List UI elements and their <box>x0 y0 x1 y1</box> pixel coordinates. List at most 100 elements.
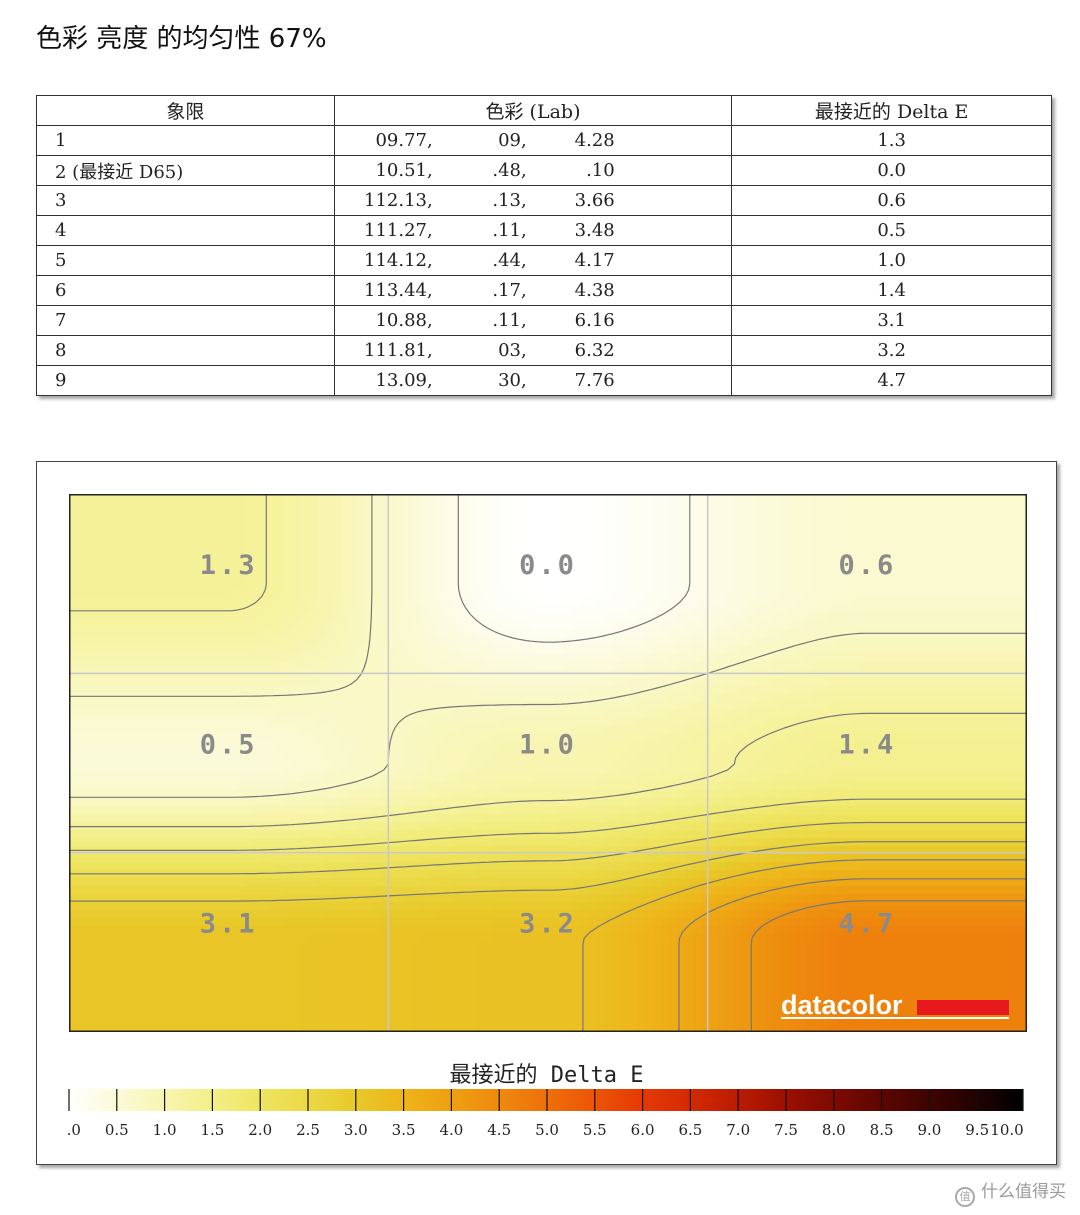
heatmap-pixel <box>621 662 630 671</box>
heatmap-pixel <box>477 510 486 519</box>
heatmap-pixel <box>781 750 790 759</box>
heatmap-pixel <box>957 718 966 727</box>
heatmap-pixel <box>197 758 206 767</box>
heatmap-pixel <box>349 710 358 719</box>
heatmap-pixel <box>341 662 350 671</box>
heatmap-pixel <box>565 566 574 575</box>
heatmap-pixel <box>1013 630 1022 639</box>
heatmap-pixel <box>581 582 590 591</box>
heatmap-pixel <box>469 630 478 639</box>
heatmap-pixel <box>285 542 294 551</box>
heatmap-pixel <box>909 662 918 671</box>
heatmap-pixel <box>565 710 574 719</box>
heatmap-pixel <box>125 750 134 759</box>
heatmap-pixel <box>749 758 758 767</box>
heatmap-pixel <box>741 606 750 615</box>
heatmap-pixel <box>845 526 854 535</box>
heatmap-pixel <box>549 582 558 591</box>
heatmap-pixel <box>573 758 582 767</box>
heatmap-pixel <box>653 790 662 799</box>
heatmap-pixel <box>741 662 750 671</box>
heatmap-pixel <box>789 742 798 751</box>
heatmap-pixel <box>117 702 126 711</box>
heatmap-pixel <box>821 710 830 719</box>
heatmap-pixel <box>205 534 214 543</box>
heatmap-pixel <box>373 598 382 607</box>
heatmap-pixel <box>717 510 726 519</box>
heatmap-pixel <box>189 590 198 599</box>
heatmap-pixel <box>317 662 326 671</box>
heatmap-pixel <box>221 750 230 759</box>
heatmap-pixel <box>733 654 742 663</box>
heatmap-pixel <box>629 542 638 551</box>
heatmap-pixel <box>965 782 974 791</box>
heatmap-pixel <box>573 734 582 743</box>
heatmap-pixel <box>205 662 214 671</box>
heatmap-pixel <box>341 782 350 791</box>
heatmap-pixel <box>1021 550 1027 559</box>
heatmap-pixel <box>613 718 622 727</box>
heatmap-pixel <box>765 494 774 503</box>
heatmap-pixel <box>109 622 118 631</box>
heatmap-pixel <box>429 558 438 567</box>
heatmap-pixel <box>405 606 414 615</box>
heatmap-pixel <box>933 782 942 791</box>
heatmap-pixel <box>533 814 542 823</box>
heatmap-pixel <box>181 614 190 623</box>
heatmap-pixel <box>77 798 86 807</box>
heatmap-pixel <box>613 806 622 815</box>
heatmap-pixel <box>261 750 270 759</box>
heatmap-pixel <box>997 662 1006 671</box>
heatmap-pixel <box>957 614 966 623</box>
heatmap-pixel <box>469 574 478 583</box>
heatmap-pixel <box>541 614 550 623</box>
heatmap-pixel <box>269 550 278 559</box>
heatmap-pixel <box>653 630 662 639</box>
heatmap-pixel <box>141 526 150 535</box>
heatmap-pixel <box>877 742 886 751</box>
heatmap-pixel <box>269 806 278 815</box>
heatmap-pixel <box>245 734 254 743</box>
heatmap-pixel <box>229 518 238 527</box>
heatmap-pixel <box>181 654 190 663</box>
heatmap-pixel <box>373 814 382 823</box>
heatmap-pixel <box>165 670 174 679</box>
heatmap-pixel <box>693 534 702 543</box>
heatmap-pixel <box>893 590 902 599</box>
heatmap-pixel <box>541 574 550 583</box>
heatmap-pixel <box>637 510 646 519</box>
heatmap-pixel <box>645 798 654 807</box>
heatmap-pixel <box>429 686 438 695</box>
heatmap-pixel <box>621 806 630 815</box>
heatmap-pixel <box>933 606 942 615</box>
heatmap-pixel <box>989 494 998 503</box>
lab-b-value: 3.48 <box>574 220 615 241</box>
heatmap-pixel <box>797 686 806 695</box>
heatmap-pixel <box>333 646 342 655</box>
heatmap-pixel <box>925 622 934 631</box>
heatmap-pixel <box>469 534 478 543</box>
heatmap-pixel <box>333 638 342 647</box>
heatmap-pixel <box>197 766 206 775</box>
heatmap-pixel <box>757 694 766 703</box>
heatmap-pixel <box>933 582 942 591</box>
heatmap-pixel <box>645 694 654 703</box>
heatmap-pixel <box>181 782 190 791</box>
heatmap-pixel <box>925 550 934 559</box>
delta-e-cell: 1.3 <box>731 125 1052 156</box>
heatmap-pixel <box>1021 694 1027 703</box>
heatmap-pixel <box>181 510 190 519</box>
heatmap-pixel <box>869 606 878 615</box>
heatmap-pixel <box>613 558 622 567</box>
heatmap-pixel <box>589 742 598 751</box>
heatmap-pixel <box>285 806 294 815</box>
heatmap-pixel <box>933 798 942 807</box>
heatmap-pixel <box>69 742 78 751</box>
heatmap-pixel <box>189 758 198 767</box>
heatmap-pixel <box>117 550 126 559</box>
lab-table: 象限 色彩 (Lab) 最接近的 Delta E 1 09.77, 09, 4.28 1… <box>36 95 1052 396</box>
heatmap-pixel <box>829 678 838 687</box>
heatmap-pixel <box>381 686 390 695</box>
heatmap-pixel <box>277 742 286 751</box>
heatmap-pixel <box>541 646 550 655</box>
